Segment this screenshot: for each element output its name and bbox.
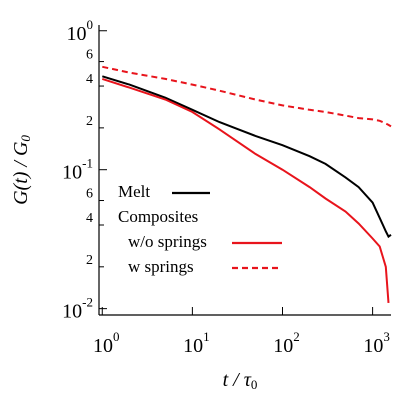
tick-label: 10-2 (62, 295, 93, 323)
tick-label: 6 (86, 48, 93, 63)
legend-label: Melt (118, 182, 150, 201)
tick-label-base: 4 (86, 72, 93, 87)
series-line (102, 75, 392, 239)
legend-label: w/o springs (128, 232, 207, 251)
tick-label: 101 (183, 329, 210, 357)
tick-label-exp: -2 (82, 295, 93, 310)
x-axis-label: t / τ0 (223, 369, 258, 392)
tick-label-exp: 2 (293, 329, 300, 344)
tick-label: 2 (86, 114, 93, 129)
tick-label-base: 10 (273, 335, 293, 357)
series-line (102, 65, 392, 128)
tick-label-exp: 0 (87, 17, 94, 32)
y-axis-label-sub: 0 (18, 135, 33, 142)
tick-label: 102 (273, 329, 300, 357)
y-axis-label: G(t) / G0 (10, 135, 33, 205)
tick-label: 100 (67, 17, 94, 45)
legend-label: w springs (128, 257, 194, 276)
tick-label-exp: 3 (383, 329, 390, 344)
tick-label: 4 (86, 72, 93, 87)
tick-label-base: 2 (86, 114, 93, 129)
tick-label-base: 10 (67, 22, 87, 44)
tick-label-base: 10 (363, 335, 383, 357)
x-axis-label-sub: 0 (251, 377, 258, 392)
tick-label-base: 2 (86, 253, 93, 268)
tick-label-exp: 0 (113, 329, 120, 344)
tick-label: 10-1 (62, 156, 93, 184)
tick-label-base: 4 (86, 211, 93, 226)
x-axis-label-text: t / τ (223, 369, 252, 391)
tick-label-base: 10 (93, 335, 113, 357)
legend-group: Composites (118, 207, 198, 226)
tick-label: 103 (363, 329, 390, 357)
tick-label-exp: -1 (82, 156, 93, 171)
tick-label-base: 10 (62, 161, 82, 183)
tick-label-base: 6 (86, 187, 93, 202)
y-axis-label-text: G(t) / G (10, 141, 32, 205)
tick-label-exp: 1 (203, 329, 210, 344)
tick-label: 100 (93, 329, 120, 357)
tick-label-base: 10 (183, 335, 203, 357)
series-line (101, 77, 390, 303)
tick-label: 4 (86, 211, 93, 226)
tick-label-base: 6 (86, 48, 93, 63)
tick-label: 2 (86, 253, 93, 268)
tick-label: 6 (86, 187, 93, 202)
tick-label-base: 10 (62, 300, 82, 322)
